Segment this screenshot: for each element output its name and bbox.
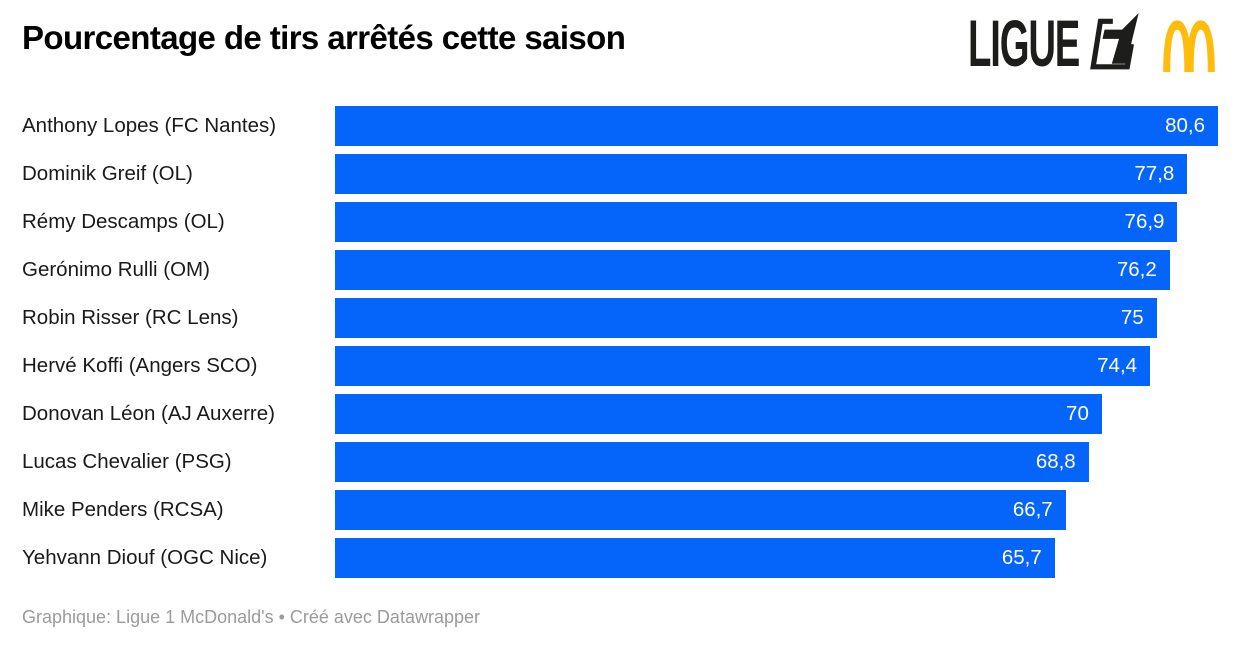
bar-value-label: 80,6 xyxy=(1165,114,1205,137)
bar: 70 xyxy=(335,394,1102,434)
bar-value-label: 74,4 xyxy=(1097,354,1138,377)
bar-value-label: 76,9 xyxy=(1124,210,1165,233)
bar: 66,7 xyxy=(335,490,1066,530)
bar-value-label: 65,7 xyxy=(1001,546,1042,569)
bar-track: 76,9 xyxy=(335,202,1218,242)
bar-category-label: Donovan Léon (AJ Auxerre) xyxy=(22,402,275,425)
bar-track: 74,4 xyxy=(335,346,1218,386)
bar-value-label: 70 xyxy=(1066,402,1089,425)
bar-category-label: Hervé Koffi (Angers SCO) xyxy=(22,354,258,377)
bar-track: 76,2 xyxy=(335,250,1218,290)
bar-value-label: 66,7 xyxy=(1012,498,1053,521)
bar-value-label: 75 xyxy=(1120,306,1144,329)
ligue1-wordmark: LIGUE xyxy=(968,6,1080,80)
bar-category-label: Mike Penders (RCSA) xyxy=(22,498,224,521)
ligue1-mcdonalds-logo: LIGUE xyxy=(968,6,1220,80)
bar-track: 77,8 xyxy=(335,154,1218,194)
bar-category-label: Gerónimo Rulli (OM) xyxy=(22,258,210,281)
bar-track: 68,8 xyxy=(335,442,1218,482)
bar-value-label: 76,2 xyxy=(1116,258,1157,281)
bar-value-label: 68,8 xyxy=(1035,450,1076,473)
bar: 77,8 xyxy=(335,154,1188,194)
bar-category-label: Yehvann Diouf (OGC Nice) xyxy=(22,546,268,569)
bar: 65,7 xyxy=(335,538,1055,578)
bar: 75 xyxy=(335,298,1157,338)
bar-row: Anthony Lopes (FC Nantes) 80,6 xyxy=(0,106,1240,146)
bar-category-label: Dominik Greif (OL) xyxy=(22,162,193,185)
bar-row: Mike Penders (RCSA) 66,7 xyxy=(0,490,1240,530)
bar-track: 75 xyxy=(335,298,1218,338)
bar-category-label: Robin Risser (RC Lens) xyxy=(22,306,239,329)
bar-track: 80,6 xyxy=(335,106,1218,146)
chart-footer: Graphique: Ligue 1 McDonald's • Créé ave… xyxy=(22,607,480,628)
bar-category-label: Lucas Chevalier (PSG) xyxy=(22,450,232,473)
bar-track: 70 xyxy=(335,394,1218,434)
bar-row: Hervé Koffi (Angers SCO) 74,4 xyxy=(0,346,1240,386)
bar-chart: Anthony Lopes (FC Nantes) 80,6 Dominik Gre… xyxy=(0,106,1240,578)
bar-row: Dominik Greif (OL) 77,8 xyxy=(0,154,1240,194)
bar-rows: Anthony Lopes (FC Nantes) 80,6 Dominik Gre… xyxy=(0,106,1240,578)
bar-track: 66,7 xyxy=(335,490,1218,530)
bar-row: Yehvann Diouf (OGC Nice) 65,7 xyxy=(0,538,1240,578)
bar-row: Rémy Descamps (OL) 76,9 xyxy=(0,202,1240,242)
bar-track: 65,7 xyxy=(335,538,1218,578)
bar-row: Gerónimo Rulli (OM) 76,2 xyxy=(0,250,1240,290)
bar: 76,9 xyxy=(335,202,1178,242)
header: Pourcentage de tirs arrêtés cette saison… xyxy=(0,0,1240,76)
bar: 68,8 xyxy=(335,442,1089,482)
bar: 76,2 xyxy=(335,250,1170,290)
bar-row: Lucas Chevalier (PSG) 68,8 xyxy=(0,442,1240,482)
bar: 80,6 xyxy=(335,106,1218,146)
bar: 74,4 xyxy=(335,346,1151,386)
bar-row: Donovan Léon (AJ Auxerre) 70 xyxy=(0,394,1240,434)
mcdonalds-arches-icon xyxy=(1163,20,1215,72)
bar-category-label: Anthony Lopes (FC Nantes) xyxy=(22,114,277,137)
ligue1-one-icon xyxy=(1090,13,1139,70)
bar-category-label: Rémy Descamps (OL) xyxy=(22,210,225,233)
chart-title: Pourcentage de tirs arrêtés cette saison xyxy=(22,19,626,56)
bar-value-label: 77,8 xyxy=(1134,162,1175,185)
footer-credit: Graphique: Ligue 1 McDonald's • Créé ave… xyxy=(22,607,480,627)
bar-row: Robin Risser (RC Lens) 75 xyxy=(0,298,1240,338)
